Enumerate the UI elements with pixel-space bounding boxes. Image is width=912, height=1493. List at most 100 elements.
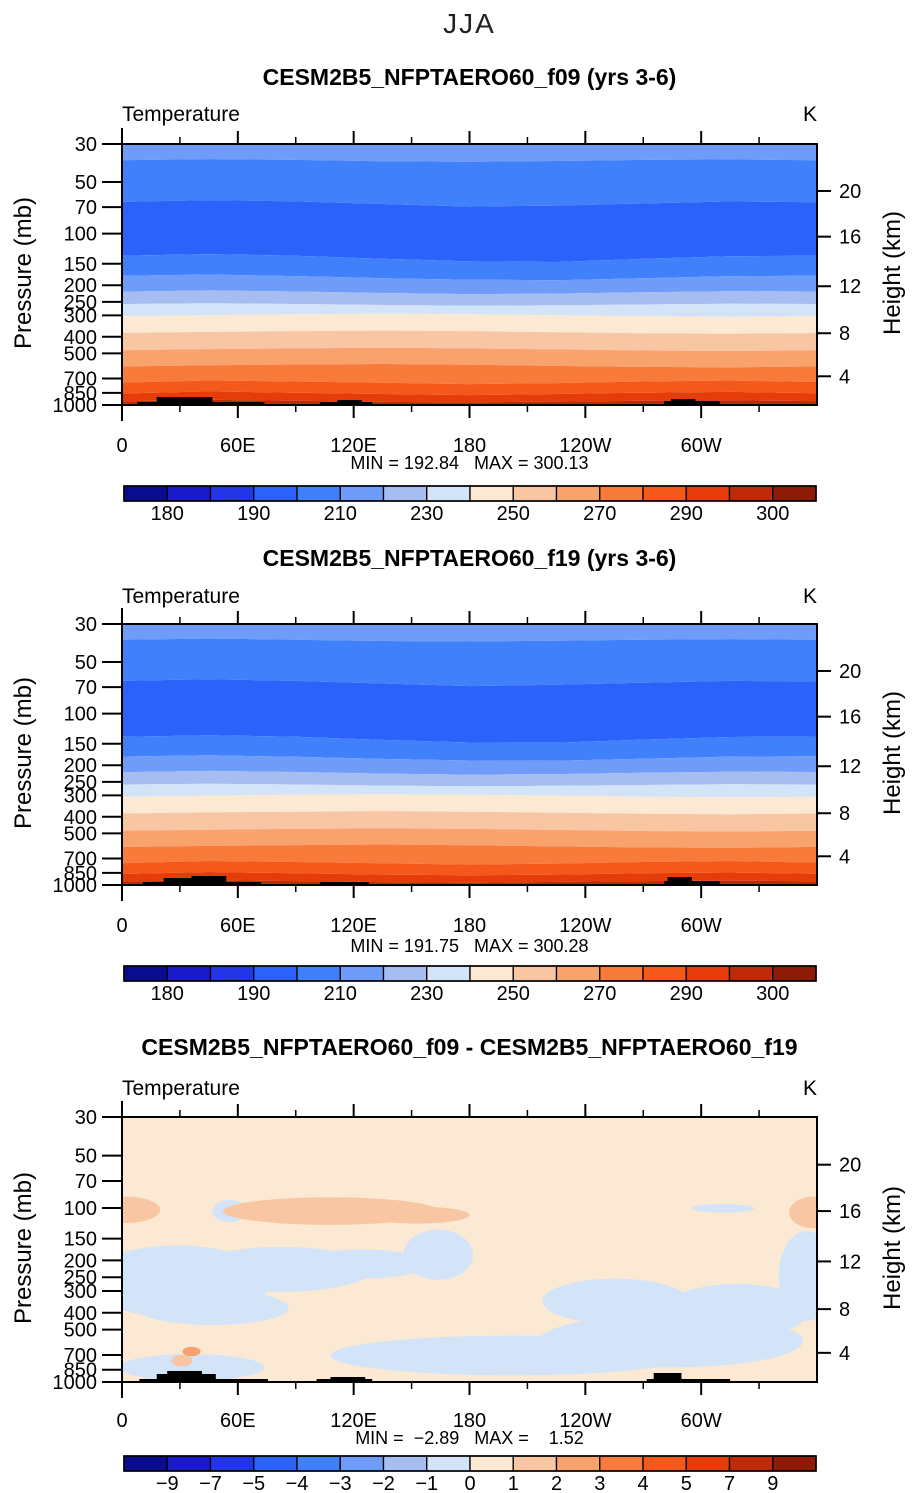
svg-text:400: 400 bbox=[64, 1303, 97, 1325]
svg-text:180: 180 bbox=[453, 1410, 486, 1432]
svg-text:200: 200 bbox=[64, 1250, 97, 1272]
svg-text:180: 180 bbox=[151, 503, 184, 525]
svg-text:230: 230 bbox=[410, 503, 443, 525]
svg-text:16: 16 bbox=[839, 1201, 861, 1223]
svg-text:20: 20 bbox=[839, 661, 861, 683]
svg-text:60W: 60W bbox=[681, 915, 722, 937]
svg-text:150: 150 bbox=[64, 734, 97, 756]
svg-text:3: 3 bbox=[594, 1473, 605, 1493]
panel-2-minmax: MIN = 191.75 MAX = 300.28 bbox=[350, 936, 589, 956]
svg-text:60W: 60W bbox=[681, 1410, 722, 1432]
svg-text:30: 30 bbox=[75, 1107, 97, 1129]
svg-text:20: 20 bbox=[839, 181, 861, 203]
svg-text:70: 70 bbox=[75, 197, 97, 219]
panel-1-variable-label: Temperature bbox=[122, 103, 240, 126]
svg-text:700: 700 bbox=[64, 1345, 97, 1367]
svg-text:7: 7 bbox=[724, 1473, 735, 1493]
svg-text:−2: −2 bbox=[372, 1473, 395, 1493]
svg-text:0: 0 bbox=[116, 915, 127, 937]
svg-text:5: 5 bbox=[681, 1473, 692, 1493]
svg-text:150: 150 bbox=[64, 1229, 97, 1251]
svg-text:4: 4 bbox=[839, 366, 850, 388]
svg-text:210: 210 bbox=[324, 503, 357, 525]
svg-text:700: 700 bbox=[64, 848, 97, 870]
svg-text:70: 70 bbox=[75, 677, 97, 699]
svg-text:100: 100 bbox=[64, 224, 97, 246]
svg-text:8: 8 bbox=[839, 1299, 850, 1321]
svg-text:120E: 120E bbox=[330, 1410, 377, 1432]
main-title: JJA bbox=[443, 8, 496, 39]
svg-text:12: 12 bbox=[839, 276, 861, 298]
svg-text:50: 50 bbox=[75, 1146, 97, 1168]
svg-text:300: 300 bbox=[64, 1281, 97, 1303]
svg-text:−9: −9 bbox=[156, 1473, 179, 1493]
svg-text:4: 4 bbox=[839, 846, 850, 868]
svg-text:120W: 120W bbox=[559, 1410, 611, 1432]
svg-text:100: 100 bbox=[64, 704, 97, 726]
panel-1-units-label: K bbox=[802, 103, 817, 126]
svg-text:250: 250 bbox=[64, 292, 97, 314]
svg-text:120E: 120E bbox=[330, 435, 377, 457]
svg-text:2: 2 bbox=[551, 1473, 562, 1493]
svg-text:180: 180 bbox=[151, 983, 184, 1005]
svg-text:4: 4 bbox=[839, 1343, 850, 1365]
panel-1-field bbox=[122, 144, 817, 405]
svg-text:60E: 60E bbox=[220, 1410, 256, 1432]
svg-text:9: 9 bbox=[767, 1473, 778, 1493]
svg-text:500: 500 bbox=[64, 823, 97, 845]
svg-text:500: 500 bbox=[64, 1320, 97, 1342]
svg-text:50: 50 bbox=[75, 172, 97, 194]
panel-3-variable-label: Temperature bbox=[122, 1077, 240, 1100]
svg-text:850: 850 bbox=[64, 383, 97, 405]
svg-text:60E: 60E bbox=[220, 435, 256, 457]
svg-text:230: 230 bbox=[410, 983, 443, 1005]
panel-2-title: CESM2B5_NFPTAERO60_f19 (yrs 3-6) bbox=[262, 545, 677, 571]
svg-text:290: 290 bbox=[670, 503, 703, 525]
svg-text:850: 850 bbox=[64, 1360, 97, 1382]
svg-text:180: 180 bbox=[453, 915, 486, 937]
panel-3-minmax: MIN = −2.89 MAX = 1.52 bbox=[355, 1428, 584, 1448]
svg-text:12: 12 bbox=[839, 756, 861, 778]
svg-text:300: 300 bbox=[64, 305, 97, 327]
panel-1-title: CESM2B5_NFPTAERO60_f09 (yrs 3-6) bbox=[262, 64, 677, 90]
panel-2-colorbar: 180 190 210 230 250 270 290 300 bbox=[123, 965, 817, 1005]
svg-text:300: 300 bbox=[64, 785, 97, 807]
panel-1-plot: 0 60E 120E 180 120W 60W3050701001502002503004… bbox=[53, 128, 861, 525]
svg-text:1000: 1000 bbox=[53, 875, 98, 897]
svg-text:700: 700 bbox=[64, 368, 97, 390]
svg-text:0: 0 bbox=[116, 1410, 127, 1432]
svg-text:0: 0 bbox=[464, 1473, 475, 1493]
panel-2-variable-label: Temperature bbox=[122, 585, 240, 608]
svg-text:200: 200 bbox=[64, 275, 97, 297]
panel-3-title: CESM2B5_NFPTAERO60_f09 - CESM2B5_NFPTAER… bbox=[141, 1034, 798, 1060]
svg-text:60W: 60W bbox=[681, 435, 722, 457]
svg-text:1000: 1000 bbox=[53, 395, 98, 417]
svg-text:50: 50 bbox=[75, 652, 97, 674]
svg-text:30: 30 bbox=[75, 614, 97, 636]
svg-text:100: 100 bbox=[64, 1198, 97, 1220]
svg-text:250: 250 bbox=[64, 1267, 97, 1289]
panel-3-plot: 0 60E 120E 180 120W 60W3050701001502002503004… bbox=[53, 1101, 861, 1493]
panel-1-minmax: MIN = 192.84 MAX = 300.13 bbox=[350, 453, 589, 473]
svg-text:190: 190 bbox=[237, 983, 270, 1005]
svg-text:120E: 120E bbox=[330, 915, 377, 937]
svg-text:4: 4 bbox=[637, 1473, 648, 1493]
svg-text:−3: −3 bbox=[329, 1473, 352, 1493]
panel-3-field bbox=[122, 1117, 817, 1382]
svg-text:300: 300 bbox=[756, 983, 789, 1005]
svg-text:1000: 1000 bbox=[53, 1372, 98, 1394]
svg-text:8: 8 bbox=[839, 323, 850, 345]
svg-text:270: 270 bbox=[583, 983, 616, 1005]
panel-2-field bbox=[122, 624, 817, 885]
svg-text:70: 70 bbox=[75, 1171, 97, 1193]
panel-3-units-label: K bbox=[802, 1077, 817, 1100]
svg-text:0: 0 bbox=[116, 435, 127, 457]
svg-text:250: 250 bbox=[497, 503, 530, 525]
svg-text:850: 850 bbox=[64, 863, 97, 885]
svg-text:120W: 120W bbox=[559, 915, 611, 937]
svg-text:270: 270 bbox=[583, 503, 616, 525]
svg-text:20: 20 bbox=[839, 1155, 861, 1177]
svg-text:150: 150 bbox=[64, 254, 97, 276]
